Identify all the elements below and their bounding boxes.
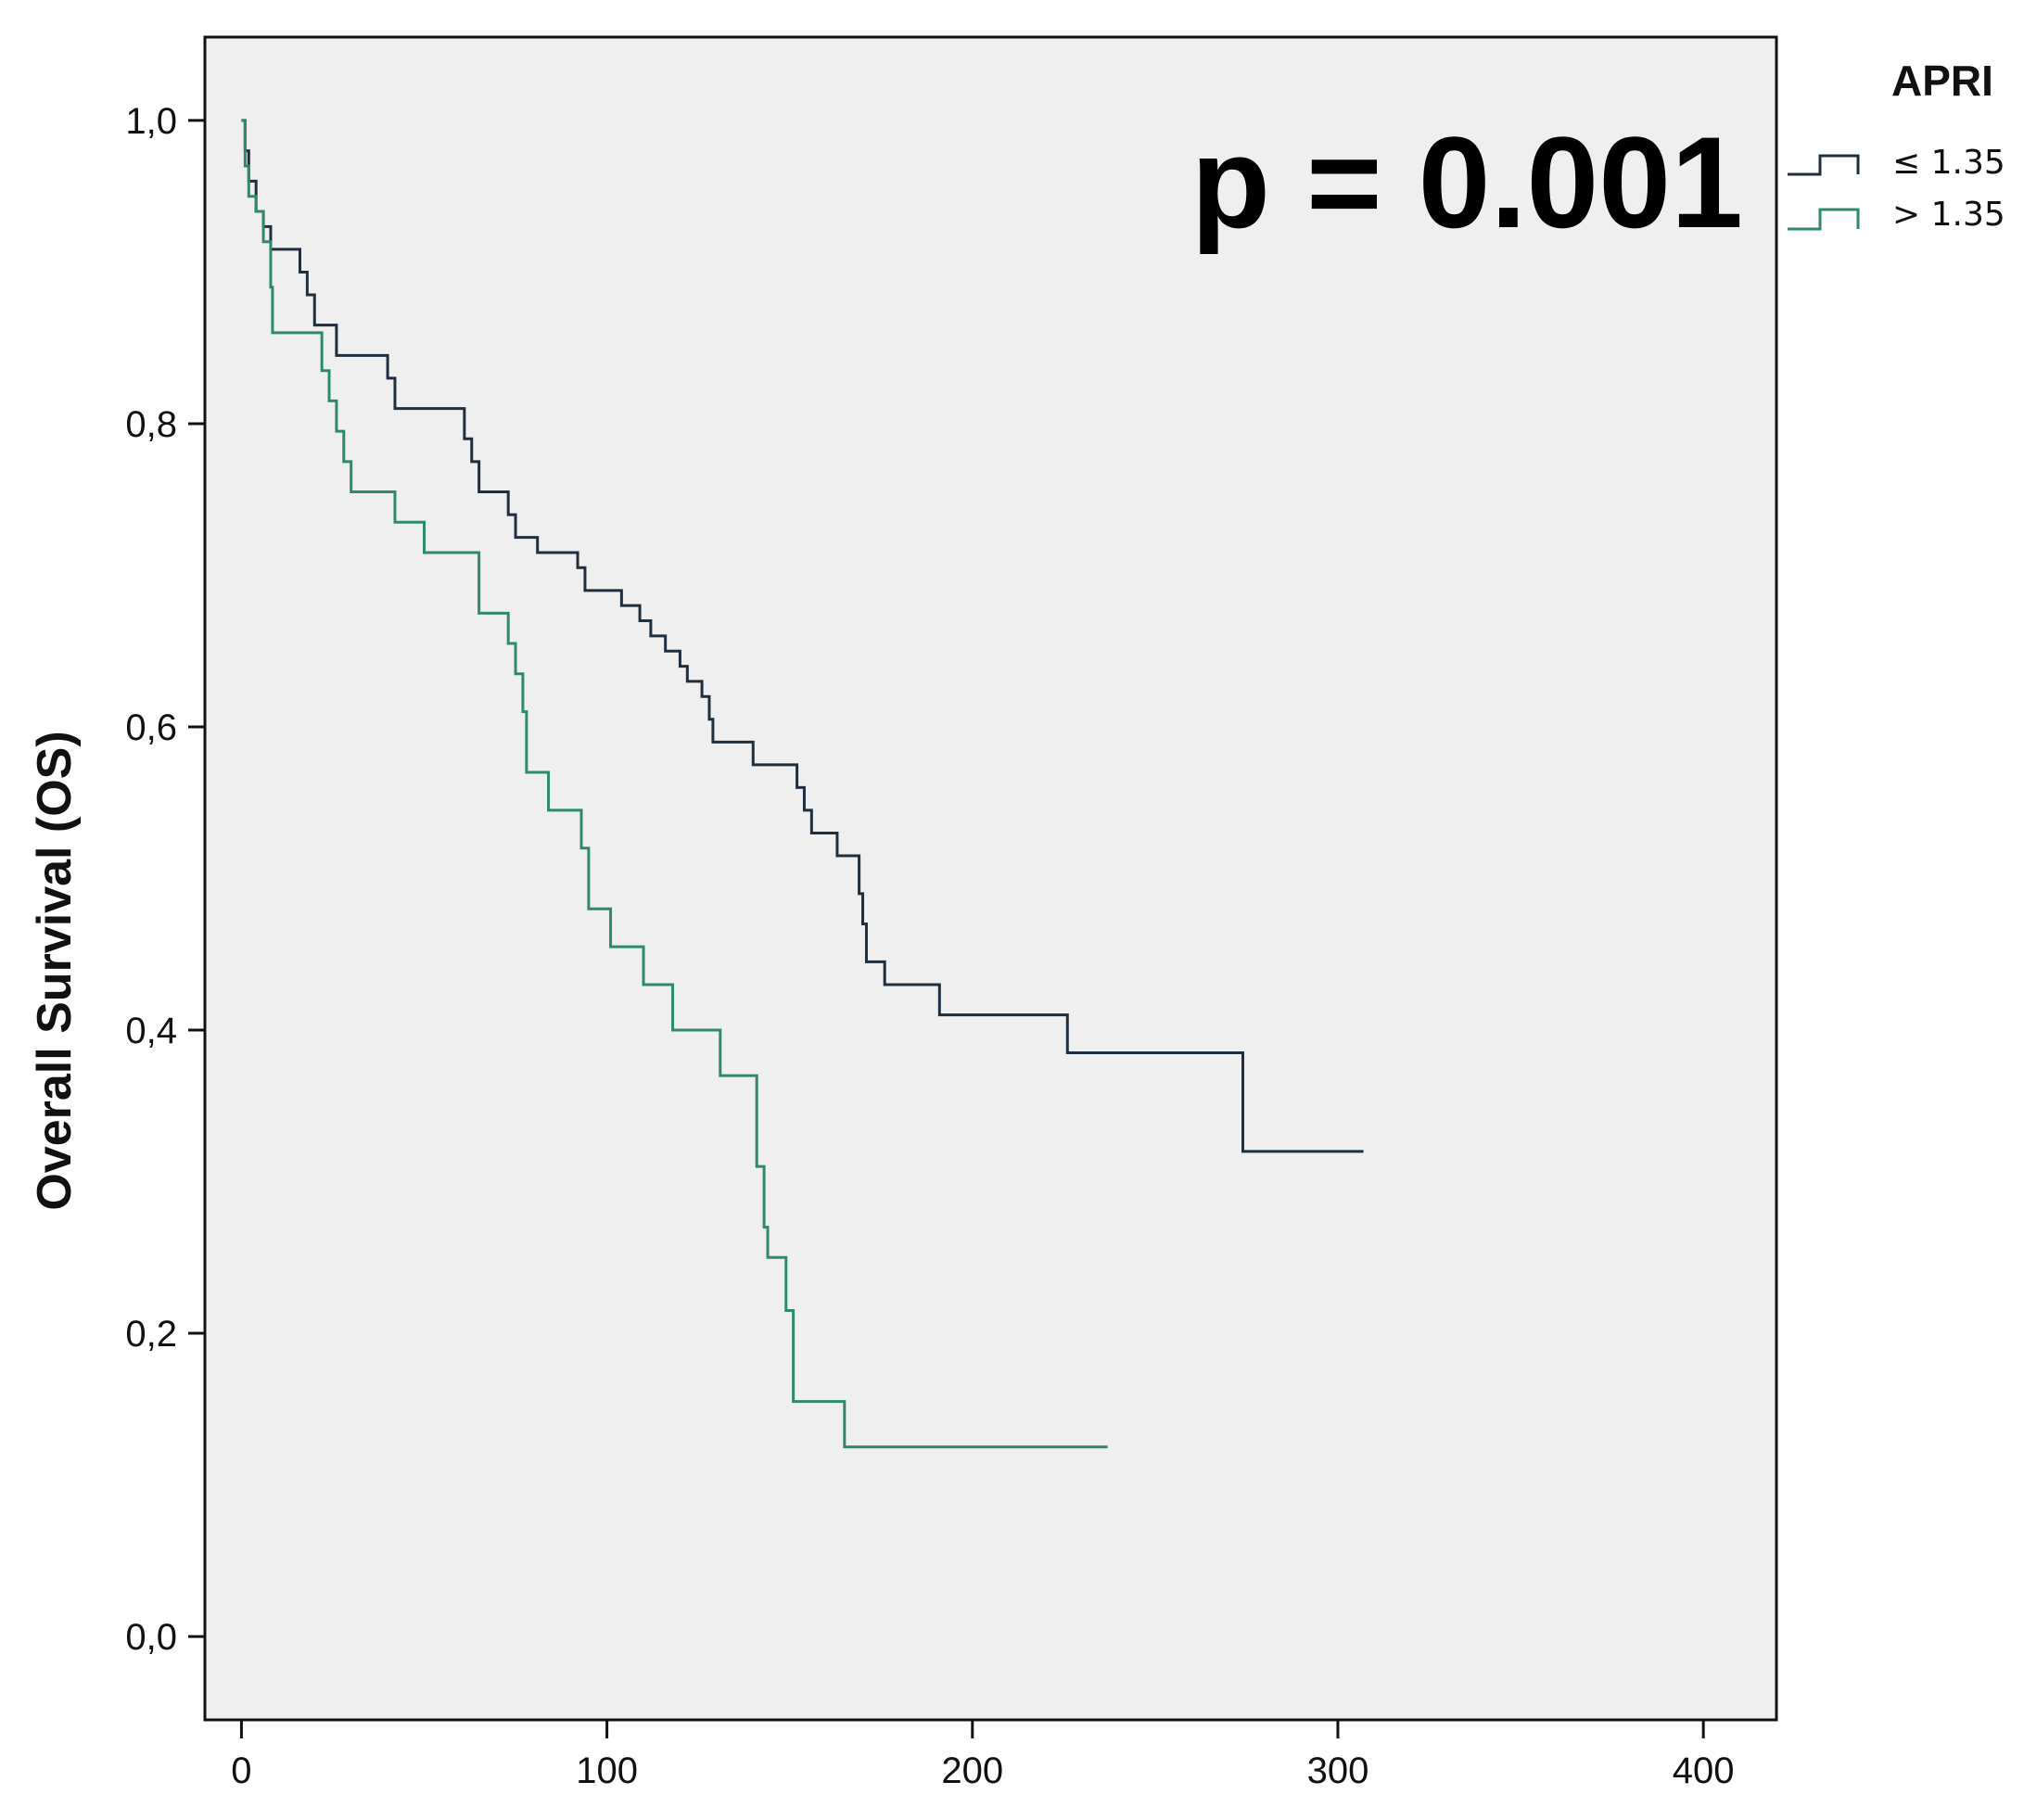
x-tick-label: 100	[576, 1750, 638, 1791]
series-layer	[241, 119, 1364, 1449]
plot-area	[203, 35, 1778, 1722]
y-tick-label: 0,4	[125, 1011, 177, 1051]
p-value-annotation: p = 0.001	[1191, 109, 1743, 255]
x-axis: 0 100 200 300 400	[231, 1720, 1735, 1791]
legend-label-le-1-35: ≤ 1.35	[1892, 144, 2005, 182]
legend-swatch-le-1-35	[1788, 154, 1860, 176]
legend-title: APRI	[1891, 57, 1993, 105]
x-tick-label: 300	[1307, 1750, 1369, 1791]
x-tick-label: 200	[941, 1750, 1003, 1791]
y-tick-label: 0,6	[125, 707, 177, 748]
series-line-apri-high	[241, 119, 1108, 1449]
y-tick-label: 0,2	[125, 1314, 177, 1355]
y-tick-label: 0,8	[125, 404, 177, 445]
y-axis-label: Overall Survival (OS)	[28, 731, 82, 1210]
x-tick-label: 0	[231, 1750, 251, 1791]
y-tick-label: 1,0	[125, 101, 177, 142]
legend: APRI ≤ 1.35 > 1.35	[1788, 57, 2005, 234]
series-line-apri-low	[241, 119, 1364, 1153]
legend-label-gt-1-35: > 1.35	[1892, 196, 2005, 234]
legend-swatch-gt-1-35	[1788, 208, 1860, 231]
y-tick-label: 0,0	[125, 1617, 177, 1658]
x-tick-label: 400	[1673, 1750, 1735, 1791]
y-axis: 0,0 0,2 0,4 0,6 0,8 1,0	[125, 101, 205, 1658]
